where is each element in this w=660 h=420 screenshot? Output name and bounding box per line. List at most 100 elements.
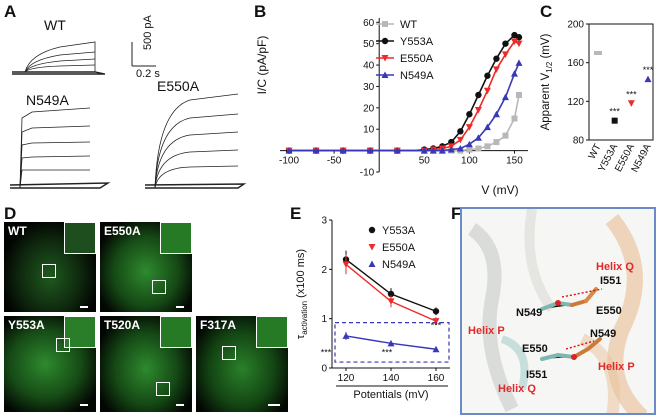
e550a-traces xyxy=(144,93,247,189)
legend-marker xyxy=(381,55,389,62)
cell-image-e550a: E550A xyxy=(100,222,192,312)
y-tick-label: 10 xyxy=(363,125,375,136)
series-n549a xyxy=(285,59,523,154)
data-point xyxy=(475,91,482,99)
legend-label: Y553A xyxy=(400,36,434,48)
inset-box-f317a xyxy=(256,316,288,348)
data-point xyxy=(594,51,602,55)
data-point xyxy=(515,59,523,66)
point-wt xyxy=(594,51,602,55)
data-point xyxy=(285,147,293,154)
y-tick-label: 200 xyxy=(567,20,584,31)
y-axis-label: Apparent V1/2 (mV) xyxy=(540,33,554,130)
data-point xyxy=(510,70,518,77)
data-point xyxy=(465,124,473,131)
panel-letter-c: C xyxy=(540,2,553,21)
panel-f: Helix Q I551 N549 E550 N549 Helix P E550… xyxy=(460,207,656,415)
scale-bar-f317a xyxy=(268,404,280,406)
structure-figure xyxy=(467,209,648,413)
data-point xyxy=(447,146,455,153)
significance-label: *** xyxy=(609,107,620,117)
data-point xyxy=(465,140,473,148)
label-i551-top: I551 xyxy=(600,275,622,287)
panel-a: WT N549A E550A 500 pA 0.2 s xyxy=(0,0,250,200)
roi-box-t520a xyxy=(156,382,170,396)
legend-marker xyxy=(381,37,389,45)
wt-traces xyxy=(12,41,106,75)
point-e550a xyxy=(627,100,635,107)
label-i551-left: I551 xyxy=(526,369,548,381)
x-tick-label: -50 xyxy=(327,156,342,167)
scale-bar-e550a xyxy=(176,306,184,308)
data-point xyxy=(432,318,440,325)
x-tick-label: 140 xyxy=(383,373,400,384)
x-tick-label: 50 xyxy=(419,156,431,167)
panel-letter-a: A xyxy=(4,2,17,21)
label-wt: WT xyxy=(44,17,66,33)
y-tick-label: 20 xyxy=(363,103,375,114)
label-helix-q-bottom: Helix Q xyxy=(498,383,536,395)
label-n549-right: N549 xyxy=(590,328,617,340)
cell-label-y553a: Y553A xyxy=(8,318,45,332)
data-point xyxy=(438,147,446,154)
data-point xyxy=(456,136,464,144)
data-point xyxy=(466,111,473,118)
roi-box-e550a xyxy=(152,280,166,294)
legend-marker xyxy=(368,226,376,234)
roi-box-f317a xyxy=(222,346,236,360)
data-point xyxy=(501,51,509,58)
data-point xyxy=(457,128,464,135)
data-point xyxy=(510,38,518,46)
data-point xyxy=(432,345,440,353)
point-y553a xyxy=(611,117,618,124)
data-point xyxy=(515,92,522,98)
inset-box-e550a xyxy=(160,222,192,254)
data-point xyxy=(484,72,491,79)
label-e550-right: E550 xyxy=(596,305,622,317)
y-tick-label: -10 xyxy=(360,168,375,179)
highlight-box xyxy=(334,322,450,363)
data-point xyxy=(456,144,464,152)
data-point xyxy=(342,332,350,339)
y-tick-label: 50 xyxy=(363,39,375,50)
significance-label: *** xyxy=(626,89,637,99)
panel-letter-f: F xyxy=(451,204,462,223)
inset-box-y553a xyxy=(64,316,96,348)
legend-label: E550A xyxy=(400,53,434,65)
data-point xyxy=(475,145,482,152)
significance-label: *** xyxy=(321,348,332,358)
significance-label: *** xyxy=(431,321,442,331)
panel-letter-e: E xyxy=(290,204,302,223)
label-e550-left: E550 xyxy=(522,343,548,355)
y-tick-label: 30 xyxy=(363,82,375,93)
legend-marker xyxy=(381,71,389,78)
legend-label: N549A xyxy=(382,259,416,271)
panel-letter-b: B xyxy=(254,2,267,21)
y-axis-label: τactivation (x100 ms) xyxy=(295,249,309,339)
data-point xyxy=(474,106,482,114)
data-point xyxy=(492,66,500,73)
legend-marker xyxy=(368,244,376,251)
data-point xyxy=(432,308,440,315)
y-axis-label: I/C (pA/pF) xyxy=(255,36,269,95)
y-tick-label: 1 xyxy=(321,314,327,325)
data-point xyxy=(515,40,523,48)
cell-label-wt: WT xyxy=(8,224,27,238)
data-point xyxy=(429,147,437,154)
y-tick-label: 40 xyxy=(363,61,375,72)
series-line xyxy=(289,62,520,152)
data-point xyxy=(483,123,491,131)
significance-label: *** xyxy=(643,65,654,75)
y-tick-label: 160 xyxy=(567,58,584,69)
data-point xyxy=(366,147,374,154)
x-tick-label: 150 xyxy=(506,156,523,167)
chart-b: -100 -50 50 100 150 -10 10 20 30 40 50 60 I/C (pA/pF… xyxy=(255,18,528,197)
data-point xyxy=(502,132,509,139)
data-point xyxy=(627,100,635,107)
y-tick-label: 2 xyxy=(321,265,327,276)
cell-image-t520a: T520A xyxy=(100,316,192,412)
panel-letter-d: D xyxy=(4,204,17,223)
data-point xyxy=(493,55,500,62)
